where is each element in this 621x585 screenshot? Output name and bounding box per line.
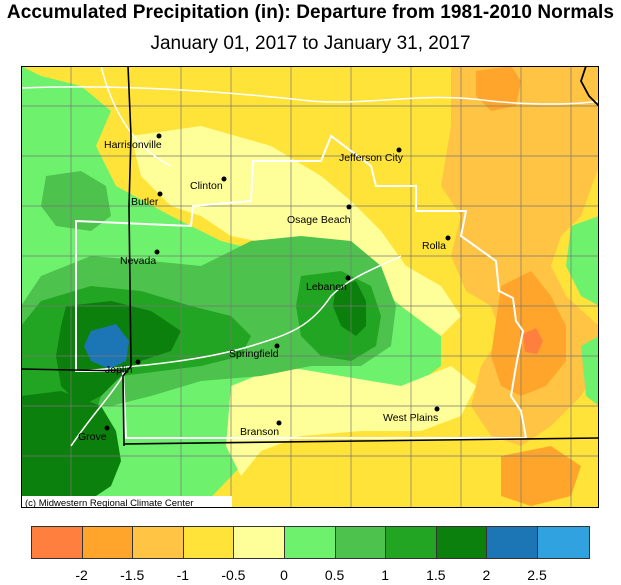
- map-subtitle: January 01, 2017 to January 31, 2017: [150, 33, 471, 54]
- legend-swatch: [386, 527, 437, 558]
- city-nevada: Nevada: [120, 249, 160, 267]
- city-label: Butler: [131, 196, 159, 208]
- legend-tick-label: 2: [482, 567, 491, 583]
- interstate-highways: [20, 65, 600, 447]
- city-springfield: Springfield: [229, 343, 280, 360]
- legend-tick-label: 1.5: [426, 567, 446, 583]
- city-clinton: Clinton: [190, 176, 227, 192]
- city-lebanon: Lebanon: [306, 275, 351, 293]
- city-rolla: Rolla: [422, 235, 451, 252]
- state-line-ar: [123, 437, 600, 445]
- city-label: Lebanon: [306, 281, 347, 293]
- county-lines: [21, 66, 599, 508]
- legend-swatch: [82, 527, 134, 558]
- legend-swatch: [234, 527, 285, 558]
- city-butler: Butler: [131, 191, 163, 208]
- legend-swatch: [335, 527, 387, 558]
- map-title: Accumulated Precipitation (in): Departur…: [6, 2, 615, 23]
- city-label: Joplin: [105, 364, 133, 376]
- state-line-ok: [20, 368, 125, 372]
- city-label: Osage Beach: [287, 214, 351, 226]
- city-label: Jefferson City: [339, 152, 404, 164]
- darkest-green-zone-lebanon: [333, 281, 366, 336]
- city-harrisonville: Harrisonville: [104, 133, 162, 151]
- city-label: Grove: [78, 431, 107, 443]
- blue-zone-joplin: [84, 324, 129, 369]
- city-label: Harrisonville: [104, 139, 162, 151]
- city-label: Nevada: [120, 255, 156, 267]
- red-orange-zone: [523, 328, 543, 354]
- city-label: Branson: [240, 426, 279, 438]
- legend-swatch: [436, 527, 488, 558]
- legend-tick-label: 0: [280, 567, 288, 583]
- city-osage-beach: Osage Beach: [287, 204, 352, 226]
- city-jefferson-city: Jefferson City: [339, 147, 404, 164]
- legend-tick-label: 2.5: [527, 567, 547, 583]
- green-zone-far-east-2: [581, 336, 599, 406]
- color-legend: -2 -1.5 -1 -0.5 0 0.5 1 1.5 2 2.5: [31, 526, 590, 583]
- legend-swatch: [487, 527, 538, 558]
- legend-tick-label: -1.5: [120, 567, 145, 583]
- mississippi-river: [580, 65, 600, 107]
- legend-swatch: [133, 527, 184, 558]
- city-joplin: Joplin: [105, 359, 141, 376]
- city-branson: Branson: [240, 420, 282, 438]
- city-west-plains: West Plains: [383, 406, 440, 424]
- map-frame: [21, 66, 599, 508]
- map-svg: Harrisonville Jefferson City Clinton But…: [20, 65, 600, 509]
- city-label: Springfield: [229, 348, 279, 360]
- legend-swatch: [537, 527, 589, 558]
- city-label: West Plains: [383, 412, 438, 424]
- green-zone-far-east: [566, 216, 599, 306]
- state-line-west: [122, 65, 132, 447]
- legend-tick-label: -0.5: [221, 567, 246, 583]
- legend-swatch: [32, 527, 83, 558]
- region-boundary: [75, 134, 528, 439]
- city-label: Clinton: [190, 180, 223, 192]
- credit-text: (c) Midwestern Regional Climate Center: [25, 498, 193, 508]
- legend-tick-label: 0.5: [324, 567, 345, 583]
- legend-swatch: [284, 527, 336, 558]
- legend-bar: [31, 526, 590, 559]
- green-zone-northwest-patch: [41, 171, 111, 231]
- precipitation-map: Harrisonville Jefferson City Clinton But…: [20, 65, 600, 509]
- legend-tick-label: -1: [176, 567, 190, 583]
- city-grove: Grove: [78, 425, 110, 443]
- legend-tick-label: 1: [381, 567, 390, 583]
- legend-swatch: [183, 527, 235, 558]
- city-label: Rolla: [422, 240, 446, 252]
- legend-tick-label: -2: [75, 567, 88, 583]
- credit-box: [22, 496, 232, 508]
